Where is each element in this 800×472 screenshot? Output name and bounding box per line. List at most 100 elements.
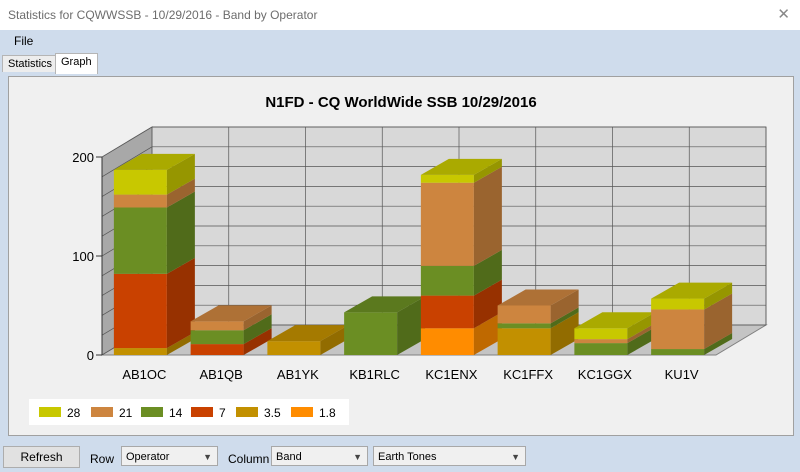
bar-segment <box>344 312 398 355</box>
x-tick-label: KU1V <box>665 367 699 382</box>
bar-segment-side <box>397 296 426 355</box>
chevron-down-icon: ▼ <box>353 452 362 462</box>
bar-segment <box>190 321 244 331</box>
chart-title: N1FD - CQ WorldWide SSB 10/29/2016 <box>265 94 536 111</box>
bar-segment <box>113 273 167 349</box>
bar-segment-side <box>627 312 656 340</box>
bar-segment-top <box>344 296 426 313</box>
bar-segment-side <box>166 332 195 355</box>
legend-swatch <box>91 407 113 417</box>
chart-svg: N1FD - CQ WorldWide SSB 10/29/2016 0 100 20… <box>29 94 768 425</box>
gridline <box>101 146 153 178</box>
bar-segment-side <box>704 282 733 310</box>
bar-segment <box>113 194 167 208</box>
x-tick-label: KC1GGX <box>578 367 633 382</box>
window-title: Statistics for CQWWSSB - 10/29/2016 - Ba… <box>8 8 318 22</box>
bar-segment <box>420 182 474 266</box>
row-select[interactable]: Operator ▼ <box>121 446 218 466</box>
bar-segment-side <box>704 293 733 350</box>
legend-swatch <box>191 407 213 417</box>
legend-swatch <box>291 407 313 417</box>
bar-segment <box>420 295 474 329</box>
theme-select[interactable]: Earth Tones ▼ <box>373 446 526 466</box>
close-icon[interactable]: ✕ <box>777 6 790 23</box>
bar-segment <box>497 305 551 324</box>
chart-area: N1FD - CQ WorldWide SSB 10/29/2016 0 100 20… <box>8 76 794 436</box>
x-tick-label: KC1ENX <box>425 367 477 382</box>
bar-segment-side <box>627 327 656 355</box>
legend-label: 3.5 <box>264 406 281 420</box>
bar-segment <box>113 169 167 195</box>
legend-label: 21 <box>119 406 133 420</box>
bar-segment-side <box>320 325 349 355</box>
bar-segment-side <box>243 305 272 331</box>
bar-segment-side <box>473 312 502 355</box>
bar-segment-side <box>243 314 272 345</box>
graph-panel: N1FD - CQ WorldWide SSB 10/29/2016 0 100 20… <box>0 72 800 440</box>
x-tick-label: AB1YK <box>277 367 319 382</box>
y-tick-label: 0 <box>87 348 94 363</box>
bar-segment-side <box>166 257 195 349</box>
bar-segment <box>420 174 474 183</box>
bar-segment-side <box>166 191 195 274</box>
column-select[interactable]: Band ▼ <box>271 446 368 466</box>
bar-segment <box>113 207 167 274</box>
chevron-down-icon: ▼ <box>203 452 212 462</box>
x-tick-label: AB1OC <box>122 367 166 382</box>
bar-segment-side <box>166 178 195 208</box>
bar-segment <box>267 341 321 355</box>
bar-segment-side <box>473 158 502 183</box>
menu-file[interactable]: File <box>14 34 34 48</box>
bar-segment <box>497 323 551 329</box>
bar-segment <box>574 343 628 355</box>
bar-segment-top <box>574 312 656 329</box>
legend-swatch <box>236 407 258 417</box>
theme-select-value: Earth Tones <box>378 451 437 463</box>
legend-label: 7 <box>219 406 226 420</box>
y-tick-label: 100 <box>72 249 94 264</box>
chevron-down-icon: ▼ <box>511 452 520 462</box>
bar-segment <box>113 348 167 355</box>
bar-segment-side <box>473 279 502 329</box>
y-tick-label: 200 <box>72 150 94 165</box>
bar-segment-side <box>550 307 579 329</box>
bar-segment <box>574 328 628 340</box>
control-bar: Refresh Row Operator ▼ Column Band ▼ Ear… <box>0 440 800 472</box>
bar-segment <box>651 349 705 355</box>
column-label: Column <box>228 452 270 466</box>
menu-bar: File <box>0 30 800 52</box>
bar-segment-top <box>113 153 195 170</box>
window-titlebar: Statistics for CQWWSSB - 10/29/2016 - Ba… <box>0 0 800 30</box>
legend-label: 14 <box>169 406 183 420</box>
gridline <box>101 126 153 158</box>
bar-segment <box>497 328 551 355</box>
bar-segment-side <box>243 328 272 355</box>
legend-swatch <box>39 407 61 417</box>
row-label: Row <box>90 452 115 466</box>
row-select-value: Operator <box>126 451 170 463</box>
bar-segment <box>190 330 244 345</box>
legend-label: 28 <box>67 406 81 420</box>
x-tick-label: AB1QB <box>199 367 242 382</box>
x-tick-label: KB1RLC <box>349 367 400 382</box>
bar-segment-side <box>473 249 502 296</box>
tab-strip: Statistics Graph <box>0 52 800 74</box>
bar-segment-top <box>420 158 502 175</box>
bar-segment <box>651 309 705 350</box>
x-tick-label: KC1FFX <box>503 367 553 382</box>
refresh-button[interactable]: Refresh <box>3 446 80 468</box>
bar-segment-side <box>704 333 733 355</box>
legend-label: 1.8 <box>319 406 336 420</box>
tab-graph[interactable]: Graph <box>55 53 98 74</box>
column-select-value: Band <box>276 451 302 463</box>
bar-segment-top <box>497 289 579 306</box>
bar-segment-side <box>550 312 579 355</box>
bar-segment <box>420 328 474 355</box>
bar-segment-top <box>267 325 349 342</box>
legend-swatch <box>141 407 163 417</box>
bar-segment <box>651 298 705 310</box>
bar-segment <box>420 265 474 296</box>
tab-statistics[interactable]: Statistics <box>2 55 59 73</box>
bar-segment-top <box>190 305 272 322</box>
bar-segment-top <box>651 282 733 299</box>
